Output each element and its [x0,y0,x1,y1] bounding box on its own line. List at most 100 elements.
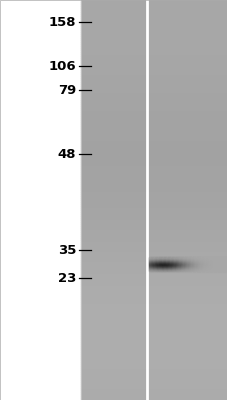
Bar [196,258,197,259]
Bar [81,124,227,126]
Bar [155,260,157,261]
Bar [210,264,211,265]
Bar [81,334,227,336]
Bar [190,261,192,262]
Bar [200,265,201,266]
Bar [175,264,176,265]
Bar [153,260,154,261]
Bar [81,126,227,128]
Bar [219,261,220,262]
Bar [222,258,223,259]
Bar [171,259,172,260]
Bar [172,270,173,271]
Bar [183,267,184,268]
Bar [211,259,213,260]
Bar [81,48,227,50]
Bar [160,257,162,258]
Bar [202,269,204,270]
Bar [214,270,215,271]
Bar [158,266,159,267]
Bar [206,269,207,270]
Bar [164,269,166,270]
Bar [180,259,181,260]
Bar [218,265,219,266]
Bar [202,265,204,266]
Bar [168,264,170,265]
Bar [162,263,163,264]
Bar [81,254,227,256]
Bar [154,268,155,269]
Bar [81,302,227,304]
Bar [153,258,154,259]
Bar [163,266,164,267]
Bar [224,257,226,258]
Bar [81,230,227,232]
Bar [173,262,175,263]
Text: 158: 158 [49,16,76,28]
Bar [81,120,227,122]
Bar [81,292,227,294]
Bar [202,266,204,267]
Bar [217,270,218,271]
Bar [197,263,198,264]
Bar [209,262,210,263]
Bar [81,10,227,12]
Bar [217,257,218,258]
Bar [170,264,171,265]
Bar [81,260,227,262]
Bar [183,257,184,258]
Bar [185,257,187,258]
Bar [192,268,193,269]
Bar [81,106,227,108]
Bar [179,257,180,258]
Bar [201,264,202,265]
Bar [81,76,227,78]
Bar [81,250,227,252]
Bar [210,261,211,262]
Bar [211,269,213,270]
Bar [150,264,151,265]
Bar [166,261,167,262]
Bar [171,257,172,258]
Bar [81,294,227,296]
Bar [159,263,160,264]
Bar [219,257,220,258]
Bar [202,270,204,271]
Bar [222,260,223,261]
Bar [213,257,214,258]
Bar [171,261,172,262]
Bar [160,258,162,259]
Bar [185,267,187,268]
Bar [184,267,185,268]
Bar [206,261,207,262]
Bar [154,258,155,259]
Bar [81,82,227,84]
Bar [196,259,197,260]
Bar [173,261,175,262]
Bar [197,258,198,259]
Bar [172,267,173,268]
Bar [204,270,205,271]
Bar [164,258,166,259]
Bar [184,261,185,262]
Bar [172,264,173,265]
Bar [81,238,227,240]
Bar [81,116,227,118]
Bar [187,262,188,263]
Bar [193,268,194,269]
Bar [81,204,227,206]
Bar [206,270,207,271]
Bar [81,262,227,264]
Bar [167,258,168,259]
Bar [81,212,227,214]
Bar [167,257,168,258]
Bar [175,261,176,262]
Bar [81,182,227,184]
Bar [190,258,192,259]
Bar [215,259,217,260]
Bar [220,265,222,266]
Bar [183,263,184,264]
Bar [170,260,171,261]
Bar [190,263,192,264]
Bar [206,264,207,265]
